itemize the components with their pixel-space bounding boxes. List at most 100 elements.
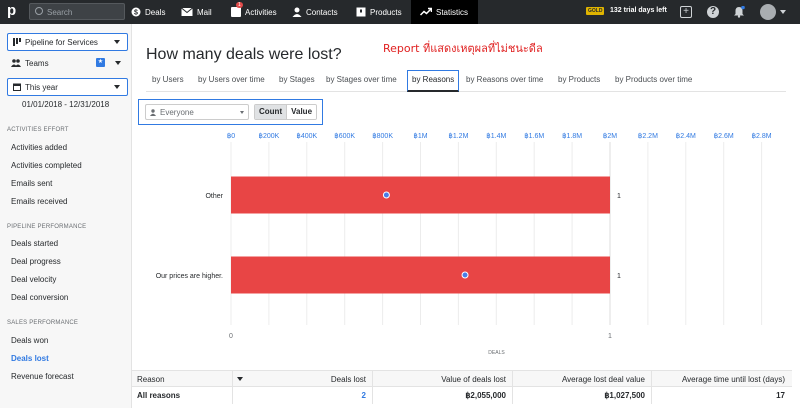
nav-contacts[interactable]: Contacts [292, 0, 338, 24]
chevron-down-icon [115, 61, 121, 65]
top-axis-tick-label: ฿200K [258, 132, 279, 140]
pipedrive-logo[interactable]: p [7, 2, 17, 19]
teams-filter[interactable]: Teams ★ [11, 55, 128, 71]
top-axis-tick-label: ฿1M [413, 132, 427, 140]
nav-activities[interactable]: 1 Activities [231, 0, 277, 24]
tab-by-users-over-time[interactable]: by Users over time [198, 75, 265, 84]
page-title: How many deals were lost? [146, 46, 342, 63]
sort-chevron-icon[interactable] [237, 377, 243, 381]
bar-value-label: 1 [617, 193, 621, 200]
pipeline-icon [13, 38, 21, 46]
report-tabs: by Users by Users over time by Stages by… [146, 70, 786, 92]
bar-value-label: 1 [617, 273, 621, 280]
bell-icon[interactable] [733, 6, 745, 18]
top-axis-tick-label: ฿2.6M [714, 132, 734, 140]
sidebar-item-deals-won[interactable]: Deals won [11, 336, 49, 345]
sidebar-item-deals-lost[interactable]: Deals lost [11, 354, 49, 363]
tab-by-products[interactable]: by Products [558, 75, 601, 84]
header-average-time-until-lost[interactable]: Average time until lost (days) [681, 375, 785, 384]
box-icon [356, 7, 366, 17]
person-icon [150, 109, 156, 116]
trial-days-text[interactable]: 132 trial days left [610, 7, 667, 14]
tab-by-users[interactable]: by Users [152, 75, 184, 84]
header-average-lost-deal-value[interactable]: Average lost deal value [561, 375, 645, 384]
teams-label: Teams [25, 58, 49, 68]
sidebar-item-emails-received[interactable]: Emails received [11, 197, 68, 206]
sidebar-item-activities-completed[interactable]: Activities completed [11, 161, 82, 170]
sidebar-item-deal-progress[interactable]: Deal progress [11, 257, 61, 266]
user-filter-select[interactable]: Everyone [145, 104, 249, 120]
tab-by-reasons-over-time[interactable]: by Reasons over time [466, 75, 544, 84]
search-placeholder: Search [47, 8, 73, 17]
table-header-row: Reason Deals lost Value of deals lost Av… [132, 370, 792, 387]
column-divider [372, 370, 373, 404]
top-navigation-bar: p Search $ Deals Mail 1 Activities Conta… [0, 0, 800, 24]
nav-statistics-label: Statistics [436, 7, 469, 17]
top-axis-tick-label: ฿0 [227, 132, 235, 140]
trend-icon [420, 7, 432, 16]
top-axis-tick-label: ฿2.4M [676, 132, 696, 140]
dollar-icon: $ [131, 7, 141, 17]
sidebar-item-activities-added[interactable]: Activities added [11, 143, 68, 152]
value-point [461, 271, 469, 279]
tab-by-stages-over-time[interactable]: by Stages over time [326, 75, 397, 84]
help-icon[interactable]: ? [707, 6, 719, 18]
top-axis-tick-label: ฿1.8M [562, 132, 582, 140]
top-axis-tick-label: ฿2.2M [638, 132, 658, 140]
mail-icon [181, 7, 193, 16]
tab-by-reasons[interactable]: by Reasons [407, 70, 460, 92]
sidebar-item-deal-conversion[interactable]: Deal conversion [11, 293, 69, 302]
period-select-value: This year [25, 82, 58, 92]
column-divider [512, 370, 513, 404]
count-value-toggle: Count Value [254, 104, 318, 120]
tab-by-products-over-time[interactable]: by Products over time [615, 75, 693, 84]
chevron-down-icon [114, 40, 120, 44]
date-range: 01/01/2018 - 12/31/2018 [22, 100, 110, 109]
value-toggle-button[interactable]: Value [286, 105, 317, 119]
value-cell: ฿2,055,000 [465, 391, 506, 400]
nav-products[interactable]: Products [356, 0, 402, 24]
value-point [382, 191, 390, 199]
sidebar-item-deals-started[interactable]: Deals started [11, 239, 59, 248]
annotation-text: Report ที่แสดงเหตุผลที่ไม่ชนะดีล [383, 42, 543, 55]
bar [231, 256, 610, 294]
header-deals-lost[interactable]: Deals lost [330, 375, 366, 384]
section-title-pipeline-performance: PIPELINE PERFORMANCE [7, 224, 87, 230]
nav-statistics[interactable]: Statistics [411, 0, 478, 24]
deals-lost-cell[interactable]: 2 [361, 391, 366, 400]
avg-time-cell: 17 [776, 391, 785, 400]
avatar[interactable] [760, 4, 776, 20]
nav-deals[interactable]: $ Deals [131, 0, 165, 24]
tab-by-stages[interactable]: by Stages [279, 75, 315, 84]
top-axis-tick-label: ฿400K [296, 132, 317, 140]
column-divider [651, 370, 652, 404]
search-input[interactable]: Search [29, 3, 125, 20]
reason-cell: All reasons [137, 391, 181, 400]
section-title-activities-effort: ACTIVITIES EFFORT [7, 127, 69, 133]
table-row: All reasons 2 ฿2,055,000 ฿1,027,500 17 [132, 387, 792, 404]
sidebar-item-emails-sent[interactable]: Emails sent [11, 179, 53, 188]
category-label: Our prices are higher. [156, 273, 223, 280]
nav-mail[interactable]: Mail [181, 0, 212, 24]
add-icon[interactable]: + [680, 6, 692, 18]
deals-lost-by-reason-chart: ฿0 ฿200K ฿400K ฿600K ฿800K ฿1M ฿1.2M ฿1.4M ฿1.6M… [156, 132, 772, 356]
plan-badge: GOLD [586, 7, 605, 15]
count-toggle-button[interactable]: Count [255, 105, 287, 119]
bottom-axis-tick-label: 1 [608, 333, 612, 340]
sidebar: Pipeline for Services Teams ★ This year … [0, 24, 132, 408]
star-icon[interactable]: ★ [96, 58, 105, 67]
chevron-down-icon [114, 85, 120, 89]
header-value-of-deals-lost[interactable]: Value of deals lost [441, 375, 506, 384]
category-label: Other [205, 193, 223, 200]
nav-deals-label: Deals [145, 7, 166, 17]
chevron-down-icon[interactable] [780, 10, 786, 14]
header-reason[interactable]: Reason [137, 375, 165, 384]
bar [231, 176, 610, 214]
pipeline-select[interactable]: Pipeline for Services [7, 33, 128, 51]
nav-mail-label: Mail [197, 7, 212, 17]
user-filter-value: Everyone [160, 107, 194, 117]
sidebar-item-revenue-forecast[interactable]: Revenue forecast [11, 372, 74, 381]
period-select[interactable]: This year [7, 78, 128, 96]
report-filters: Everyone Count Value [138, 99, 323, 125]
sidebar-item-deal-velocity[interactable]: Deal velocity [11, 275, 57, 284]
